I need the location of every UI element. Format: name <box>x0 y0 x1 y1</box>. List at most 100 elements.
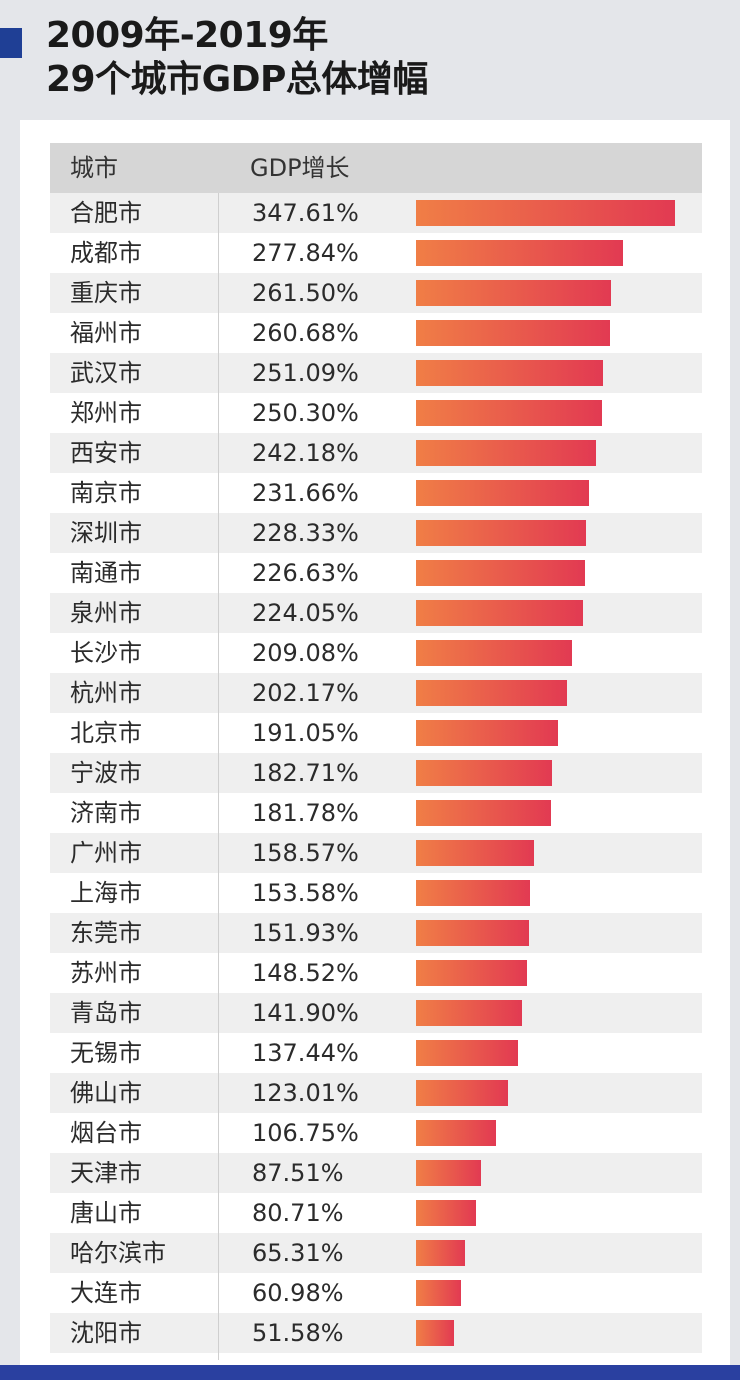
city-label: 上海市 <box>70 879 142 907</box>
growth-value: 137.44% <box>252 1039 359 1067</box>
growth-value: 151.93% <box>252 919 359 947</box>
growth-bar <box>416 800 551 826</box>
city-label: 烟台市 <box>70 1119 142 1147</box>
growth-bar <box>416 760 552 786</box>
growth-bar <box>416 920 529 946</box>
growth-value: 158.57% <box>252 839 359 867</box>
city-label: 北京市 <box>70 719 142 747</box>
city-label: 大连市 <box>70 1279 142 1307</box>
table-body: 合肥市 347.61% 成都市 277.84% 重庆市 261.50% 福州市 260.68%… <box>50 193 702 1353</box>
column-divider <box>218 193 219 1360</box>
city-label: 南京市 <box>70 479 142 507</box>
growth-value: 51.58% <box>252 1319 344 1347</box>
growth-bar <box>416 680 567 706</box>
table-row: 沈阳市 51.58% <box>50 1313 702 1353</box>
chart-title: 2009年-2019年 29个城市GDP总体增幅 <box>46 14 428 102</box>
table-row: 重庆市 261.50% <box>50 273 702 313</box>
growth-bar <box>416 240 623 266</box>
growth-value: 60.98% <box>252 1279 344 1307</box>
table-row: 唐山市 80.71% <box>50 1193 702 1233</box>
table-row: 福州市 260.68% <box>50 313 702 353</box>
growth-value: 87.51% <box>252 1159 344 1187</box>
city-label: 唐山市 <box>70 1199 142 1227</box>
growth-value: 191.05% <box>252 719 359 747</box>
growth-bar <box>416 600 583 626</box>
city-label: 武汉市 <box>70 359 142 387</box>
growth-bar <box>416 400 602 426</box>
bottom-band <box>0 1365 740 1380</box>
table-header: 城市 GDP增长 <box>50 143 702 193</box>
city-label: 东莞市 <box>70 919 142 947</box>
growth-bar <box>416 960 527 986</box>
table-row: 大连市 60.98% <box>50 1273 702 1313</box>
growth-bar <box>416 440 596 466</box>
table-row: 哈尔滨市 65.31% <box>50 1233 702 1273</box>
growth-value: 228.33% <box>252 519 359 547</box>
table-row: 长沙市 209.08% <box>50 633 702 673</box>
accent-bar <box>0 28 22 58</box>
growth-value: 153.58% <box>252 879 359 907</box>
table-row: 南通市 226.63% <box>50 553 702 593</box>
table-row: 合肥市 347.61% <box>50 193 702 233</box>
city-label: 长沙市 <box>70 639 142 667</box>
growth-bar <box>416 200 675 226</box>
growth-value: 65.31% <box>252 1239 344 1267</box>
growth-bar <box>416 1080 508 1106</box>
city-label: 深圳市 <box>70 519 142 547</box>
table-row: 上海市 153.58% <box>50 873 702 913</box>
growth-value: 347.61% <box>252 199 359 227</box>
table-row: 西安市 242.18% <box>50 433 702 473</box>
city-label: 福州市 <box>70 319 142 347</box>
growth-bar <box>416 320 610 346</box>
growth-bar <box>416 1040 518 1066</box>
table-row: 成都市 277.84% <box>50 233 702 273</box>
growth-value: 231.66% <box>252 479 359 507</box>
growth-bar <box>416 880 530 906</box>
header-city: 城市 <box>70 154 118 182</box>
title-line-1: 2009年-2019年 <box>46 15 328 56</box>
growth-value: 123.01% <box>252 1079 359 1107</box>
table-row: 泉州市 224.05% <box>50 593 702 633</box>
gdp-table: 城市 GDP增长 合肥市 347.61% 成都市 277.84% 重庆市 261.50% 福… <box>50 143 702 1353</box>
title-line-2: 29个城市GDP总体增幅 <box>46 59 428 100</box>
city-label: 泉州市 <box>70 599 142 627</box>
growth-bar <box>416 1160 481 1186</box>
city-label: 佛山市 <box>70 1079 142 1107</box>
growth-bar <box>416 280 611 306</box>
growth-value: 182.71% <box>252 759 359 787</box>
table-row: 北京市 191.05% <box>50 713 702 753</box>
city-label: 宁波市 <box>70 759 142 787</box>
growth-bar <box>416 360 603 386</box>
growth-value: 226.63% <box>252 559 359 587</box>
growth-bar <box>416 520 586 546</box>
growth-value: 250.30% <box>252 399 359 427</box>
growth-value: 80.71% <box>252 1199 344 1227</box>
growth-bar <box>416 840 534 866</box>
growth-value: 261.50% <box>252 279 359 307</box>
growth-bar <box>416 560 585 586</box>
city-label: 天津市 <box>70 1159 142 1187</box>
growth-value: 251.09% <box>252 359 359 387</box>
growth-bar <box>416 480 589 506</box>
table-row: 青岛市 141.90% <box>50 993 702 1033</box>
growth-bar <box>416 1000 522 1026</box>
table-row: 东莞市 151.93% <box>50 913 702 953</box>
city-label: 沈阳市 <box>70 1319 142 1347</box>
city-label: 成都市 <box>70 239 142 267</box>
city-label: 西安市 <box>70 439 142 467</box>
header-gdp-growth: GDP增长 <box>250 154 350 182</box>
city-label: 南通市 <box>70 559 142 587</box>
growth-value: 260.68% <box>252 319 359 347</box>
table-row: 苏州市 148.52% <box>50 953 702 993</box>
city-label: 青岛市 <box>70 999 142 1027</box>
table-row: 武汉市 251.09% <box>50 353 702 393</box>
growth-value: 242.18% <box>252 439 359 467</box>
city-label: 无锡市 <box>70 1039 142 1067</box>
growth-bar <box>416 1280 461 1306</box>
city-label: 重庆市 <box>70 279 142 307</box>
table-row: 南京市 231.66% <box>50 473 702 513</box>
growth-bar <box>416 720 558 746</box>
growth-value: 277.84% <box>252 239 359 267</box>
city-label: 苏州市 <box>70 959 142 987</box>
growth-value: 209.08% <box>252 639 359 667</box>
